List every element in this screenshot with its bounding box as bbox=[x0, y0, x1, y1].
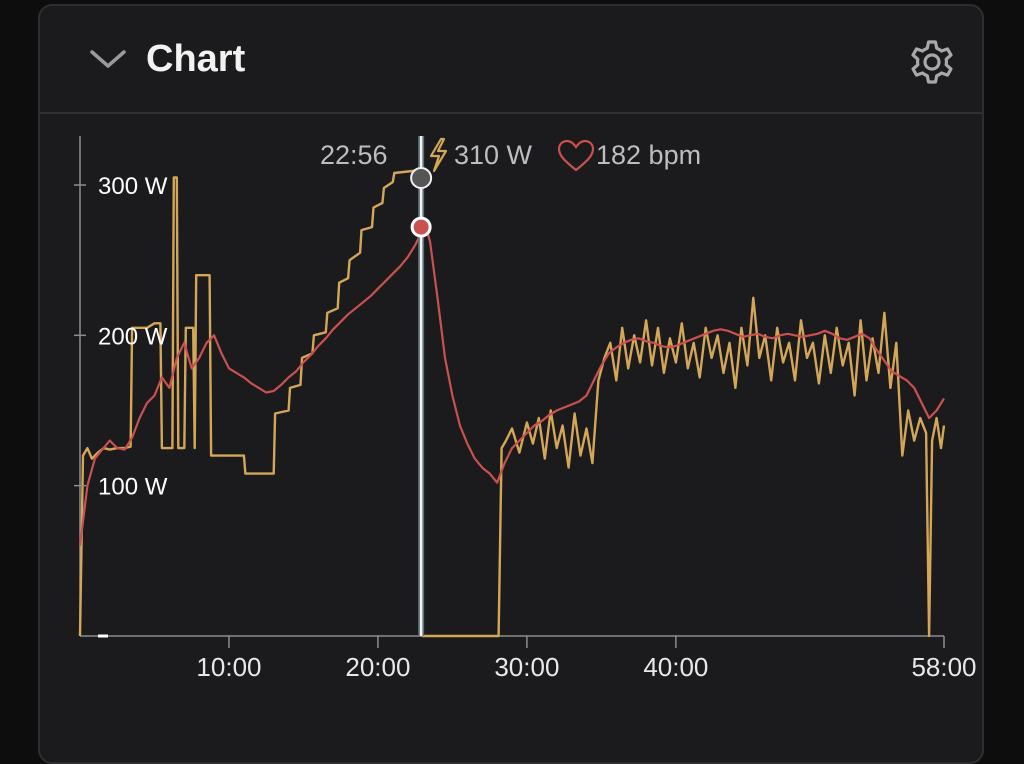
card-header: Chart bbox=[40, 6, 982, 114]
gear-icon[interactable] bbox=[906, 36, 958, 88]
lightning-bolt-icon bbox=[429, 137, 448, 173]
x-tick-label: 58:00 bbox=[911, 652, 976, 682]
chart-ticks: 100 W 200 W 300 W 10:00 20:00 30:00 40:00 58:00 bbox=[74, 173, 977, 682]
x-tick-label: 20:00 bbox=[345, 652, 410, 682]
readout-hr: 182 bpm bbox=[596, 140, 701, 170]
y-tick-label: 300 W bbox=[98, 173, 168, 200]
x-tick-label: 40:00 bbox=[643, 652, 708, 682]
chart-series-layer bbox=[78, 168, 946, 638]
cursor-power-point bbox=[410, 166, 433, 189]
heart_rate-series-line bbox=[78, 224, 945, 546]
x-tick-label: 10:00 bbox=[196, 652, 261, 682]
card-title: Chart bbox=[146, 38, 246, 80]
chart-cursor[interactable] bbox=[410, 136, 433, 636]
chart: 100 W 200 W 300 W 10:00 20:00 30:00 40:00 58:00… bbox=[74, 136, 977, 682]
y-tick-label: 200 W bbox=[98, 323, 168, 350]
x-tick-label: 30:00 bbox=[494, 652, 559, 682]
readout-time: 22:56 bbox=[320, 140, 388, 170]
power-series-line bbox=[78, 168, 946, 638]
chart-axes bbox=[79, 136, 944, 638]
cursor-hr-point bbox=[410, 216, 432, 238]
chevron-down-icon[interactable] bbox=[88, 44, 128, 74]
heart-icon bbox=[557, 139, 595, 172]
cursor-readout: 22:56 310 W 182 bpm bbox=[320, 137, 701, 173]
y-tick-label: 100 W bbox=[98, 474, 168, 501]
readout-power: 310 W bbox=[454, 140, 533, 170]
